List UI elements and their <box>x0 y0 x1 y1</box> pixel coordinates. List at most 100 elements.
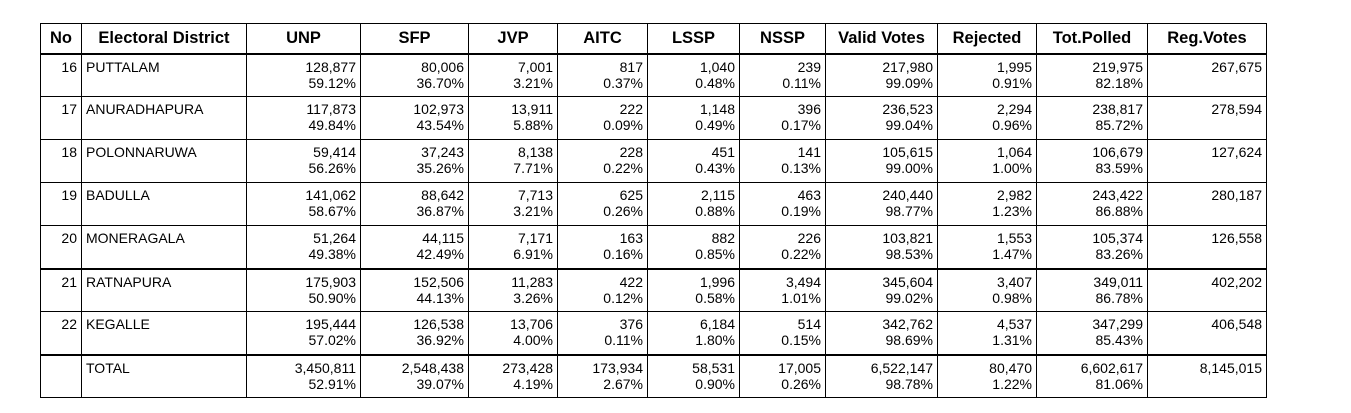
aitc-cell: 163 0.16% <box>557 225 648 269</box>
sfp-cell: 2,548,438 39.07% <box>360 353 469 398</box>
unp-cell: 141,062 58.67% <box>246 182 361 226</box>
nssp-percent: 0.11% <box>782 74 821 91</box>
aitc-count: 173,934 <box>592 359 643 376</box>
table-row: 17 ANURADHAPURA 117,873 49.84% 102,973 43.54%… <box>40 96 1267 140</box>
valid-votes-percent: 98.69% <box>885 332 933 348</box>
tot-polled-count: 238,817 <box>1092 101 1143 117</box>
jvp-percent: 3.26% <box>513 289 553 306</box>
lssp-percent: 0.58% <box>695 289 735 306</box>
valid-votes-count: 217,980 <box>882 58 933 75</box>
aitc-count: 817 <box>619 58 643 75</box>
sfp-percent: 43.54% <box>416 117 464 133</box>
valid-votes-count: 240,440 <box>882 187 933 203</box>
district-name: KEGALLE <box>81 311 247 355</box>
unp-count: 51,264 <box>313 230 356 246</box>
tot-polled-cell: 243,422 86.88% <box>1036 182 1148 226</box>
nssp-cell: 396 0.17% <box>739 96 826 140</box>
rejected-count: 2,982 <box>996 187 1032 203</box>
row-number: 16 <box>40 52 82 97</box>
valid-votes-count: 236,523 <box>882 101 933 117</box>
tot-polled-cell: 349,011 86.78% <box>1036 267 1148 312</box>
sfp-percent: 42.49% <box>416 246 464 262</box>
rejected-count: 80,470 <box>989 359 1032 376</box>
aitc-cell: 173,934 2.67% <box>557 353 648 398</box>
valid-votes-count: 342,762 <box>882 316 933 332</box>
unp-percent: 49.84% <box>308 117 356 133</box>
sfp-count: 88,642 <box>421 187 464 203</box>
jvp-percent: 3.21% <box>513 74 553 91</box>
unp-cell: 117,873 49.84% <box>246 96 361 140</box>
valid-votes-cell: 217,980 99.09% <box>825 52 938 97</box>
rejected-cell: 1,995 0.91% <box>937 52 1037 97</box>
lssp-percent: 0.85% <box>695 246 735 262</box>
sfp-cell: 44,115 42.49% <box>360 225 469 269</box>
row-number: 17 <box>40 96 82 140</box>
valid-votes-percent: 98.78% <box>885 375 933 392</box>
row-number: 20 <box>40 225 82 269</box>
unp-count: 141,062 <box>305 187 356 203</box>
nssp-percent: 0.26% <box>781 375 821 392</box>
jvp-cell: 13,911 5.88% <box>468 96 558 140</box>
lssp-count: 2,115 <box>701 187 735 203</box>
tot-polled-percent: 86.88% <box>1095 203 1143 219</box>
aitc-cell: 422 0.12% <box>557 267 648 312</box>
lssp-percent: 0.90% <box>695 375 735 392</box>
jvp-percent: 6.91% <box>513 246 553 262</box>
rejected-count: 4,537 <box>996 316 1032 332</box>
jvp-percent: 3.21% <box>513 203 553 219</box>
reg-votes-cell: 406,548 <box>1147 311 1267 355</box>
unp-cell: 51,264 49.38% <box>246 225 361 269</box>
jvp-cell: 7,171 6.91% <box>468 225 558 269</box>
unp-percent: 59.12% <box>308 74 356 91</box>
rejected-percent: 1.23% <box>992 203 1032 219</box>
valid-votes-percent: 99.02% <box>885 289 933 306</box>
lssp-cell: 58,531 0.90% <box>647 353 740 398</box>
nssp-percent: 0.17% <box>781 117 821 133</box>
rejected-count: 2,294 <box>996 101 1032 117</box>
table-row: 22 KEGALLE 195,444 57.02% 126,538 36.92% 13,70… <box>40 311 1267 355</box>
aitc-percent: 0.37% <box>603 74 643 91</box>
valid-votes-cell: 342,762 98.69% <box>825 311 938 355</box>
table-row: 20 MONERAGALA 51,264 49.38% 44,115 42.49% 7,17… <box>40 225 1267 269</box>
tot-polled-count: 6,602,617 <box>1080 359 1143 376</box>
unp-cell: 59,414 56.26% <box>246 139 361 183</box>
unp-percent: 49.38% <box>308 246 356 262</box>
jvp-count: 273,428 <box>502 359 553 376</box>
valid-votes-count: 103,821 <box>882 230 933 246</box>
header-unp: UNP <box>246 23 361 54</box>
district-name: POLONNARUWA <box>81 139 247 183</box>
tot-polled-cell: 105,374 83.26% <box>1036 225 1148 269</box>
jvp-cell: 273,428 4.19% <box>468 353 558 398</box>
jvp-percent: 7.71% <box>513 160 553 176</box>
aitc-percent: 0.26% <box>603 203 643 219</box>
valid-votes-percent: 99.09% <box>885 74 933 91</box>
tot-polled-cell: 106,679 83.59% <box>1036 139 1148 183</box>
lssp-cell: 882 0.85% <box>647 225 740 269</box>
rejected-percent: 0.98% <box>992 289 1032 306</box>
rejected-percent: 1.00% <box>992 160 1032 176</box>
reg-votes-cell: 8,145,015 <box>1147 353 1267 398</box>
valid-votes-cell: 345,604 99.02% <box>825 267 938 312</box>
rejected-count: 3,407 <box>996 273 1032 290</box>
header-lssp: LSSP <box>647 23 740 54</box>
nssp-count: 17,005 <box>778 359 821 376</box>
jvp-count: 13,911 <box>511 101 553 117</box>
header-aitc: AITC <box>557 23 648 54</box>
rejected-count: 1,995 <box>996 58 1032 75</box>
valid-votes-percent: 98.53% <box>885 246 933 262</box>
unp-percent: 58.67% <box>308 203 356 219</box>
valid-votes-cell: 103,821 98.53% <box>825 225 938 269</box>
lssp-percent: 0.49% <box>695 117 735 133</box>
aitc-percent: 0.22% <box>603 160 643 176</box>
aitc-count: 222 <box>619 101 643 117</box>
tot-polled-percent: 81.06% <box>1095 375 1143 392</box>
tot-polled-percent: 86.78% <box>1095 289 1143 306</box>
rejected-cell: 4,537 1.31% <box>937 311 1037 355</box>
tot-polled-percent: 85.72% <box>1095 117 1143 133</box>
table-row: 16 PUTTALAM 128,877 59.12% 80,006 36.70% 7,001… <box>40 52 1267 97</box>
tot-polled-count: 106,679 <box>1092 144 1143 160</box>
tot-polled-count: 349,011 <box>1093 273 1143 290</box>
valid-votes-percent: 99.00% <box>885 160 933 176</box>
sfp-count: 44,115 <box>422 230 464 246</box>
lssp-cell: 1,040 0.48% <box>647 52 740 97</box>
